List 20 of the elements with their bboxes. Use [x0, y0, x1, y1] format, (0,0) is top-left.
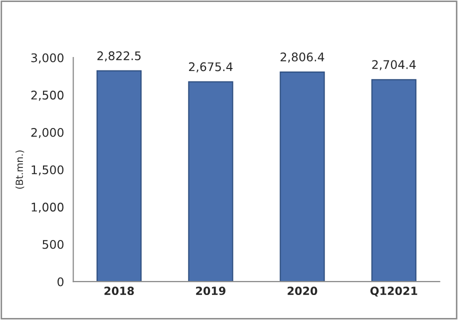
data-label: 2,822.5 [97, 51, 141, 62]
y-tick-label: 2,000 [31, 128, 64, 138]
data-label: 2,806.4 [280, 52, 324, 63]
y-tick-label: 3,000 [31, 53, 64, 64]
y-tick-label: 1,500 [32, 165, 64, 176]
bar [188, 81, 234, 282]
y-tick-label: 1,000 [32, 202, 64, 213]
x-tick-label: 2019 [196, 286, 226, 296]
bar [371, 79, 416, 282]
bar [96, 70, 142, 282]
y-tick-label: 0 [58, 277, 64, 286]
data-label: 2,704.4 [372, 60, 416, 70]
x-tick-label: 2020 [288, 286, 318, 296]
data-label: 2,675.4 [189, 62, 233, 72]
y-tick-label: 500 [42, 240, 64, 249]
x-tick-label: 2018 [104, 286, 134, 296]
bar [280, 72, 325, 282]
x-tick-label: Q12021 [370, 286, 418, 297]
y-tick-label: 2,500 [31, 90, 64, 101]
y-axis-title: (Bt.mn.) [16, 150, 24, 189]
